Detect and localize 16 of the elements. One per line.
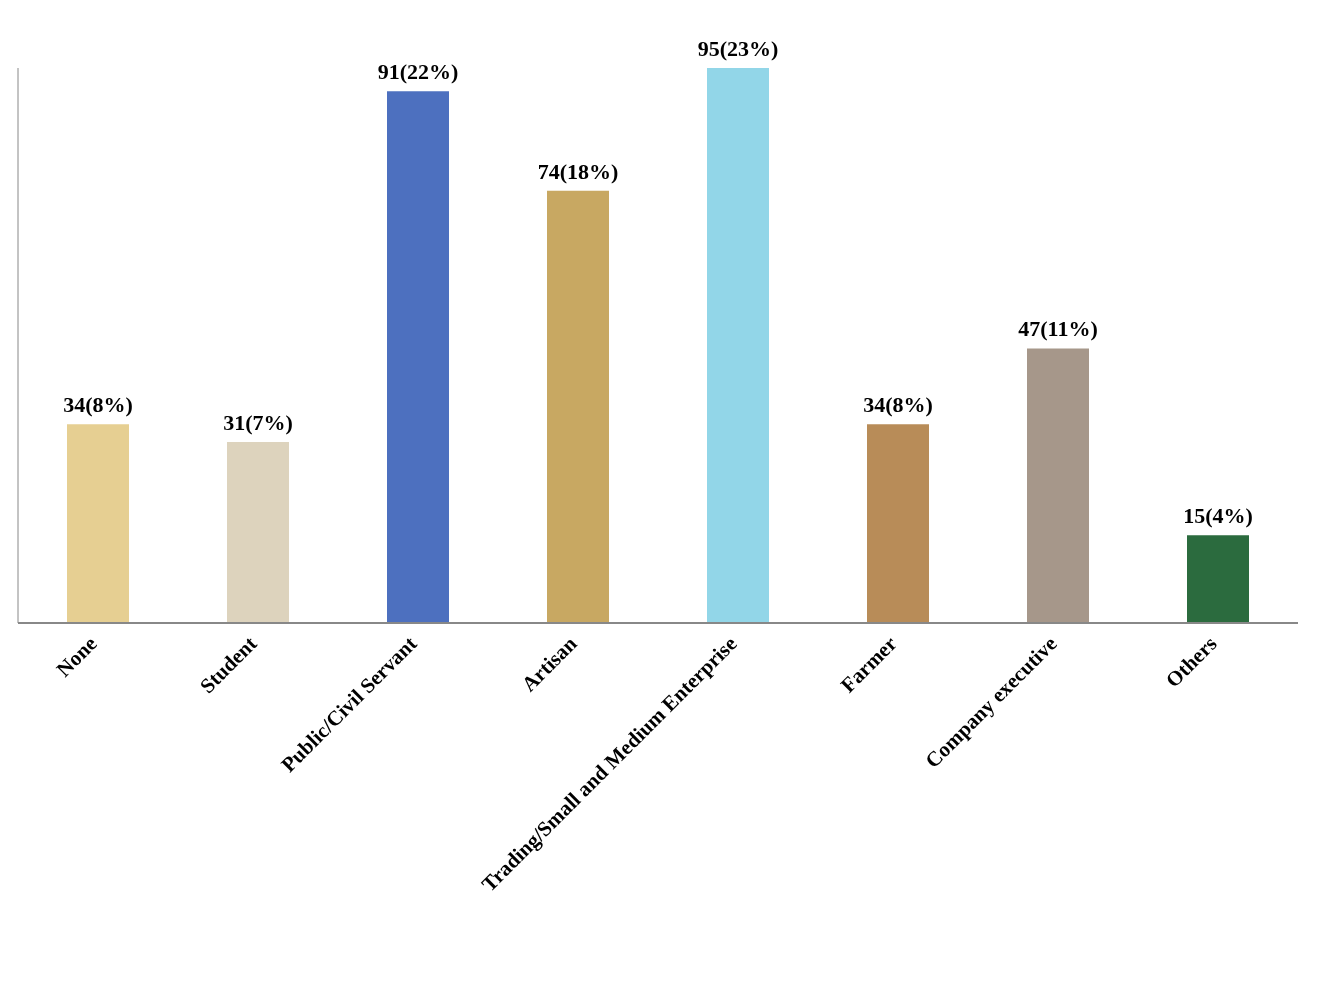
bar [1187, 535, 1249, 623]
bar [227, 441, 289, 623]
bar [707, 68, 769, 623]
bar [67, 424, 129, 623]
data-label: 47(11%) [1018, 316, 1098, 342]
data-label: 31(7%) [223, 409, 293, 435]
data-label: 74(18%) [537, 158, 619, 184]
bar [1027, 348, 1089, 623]
data-label: 15(4%) [1183, 503, 1253, 529]
bar [547, 190, 609, 623]
data-label: 34(8%) [63, 392, 133, 418]
bar [867, 424, 929, 623]
bar [387, 91, 449, 623]
data-label: 34(8%) [863, 392, 933, 418]
data-label: 95(23%) [697, 36, 779, 61]
data-label: 91(22%) [377, 59, 459, 85]
